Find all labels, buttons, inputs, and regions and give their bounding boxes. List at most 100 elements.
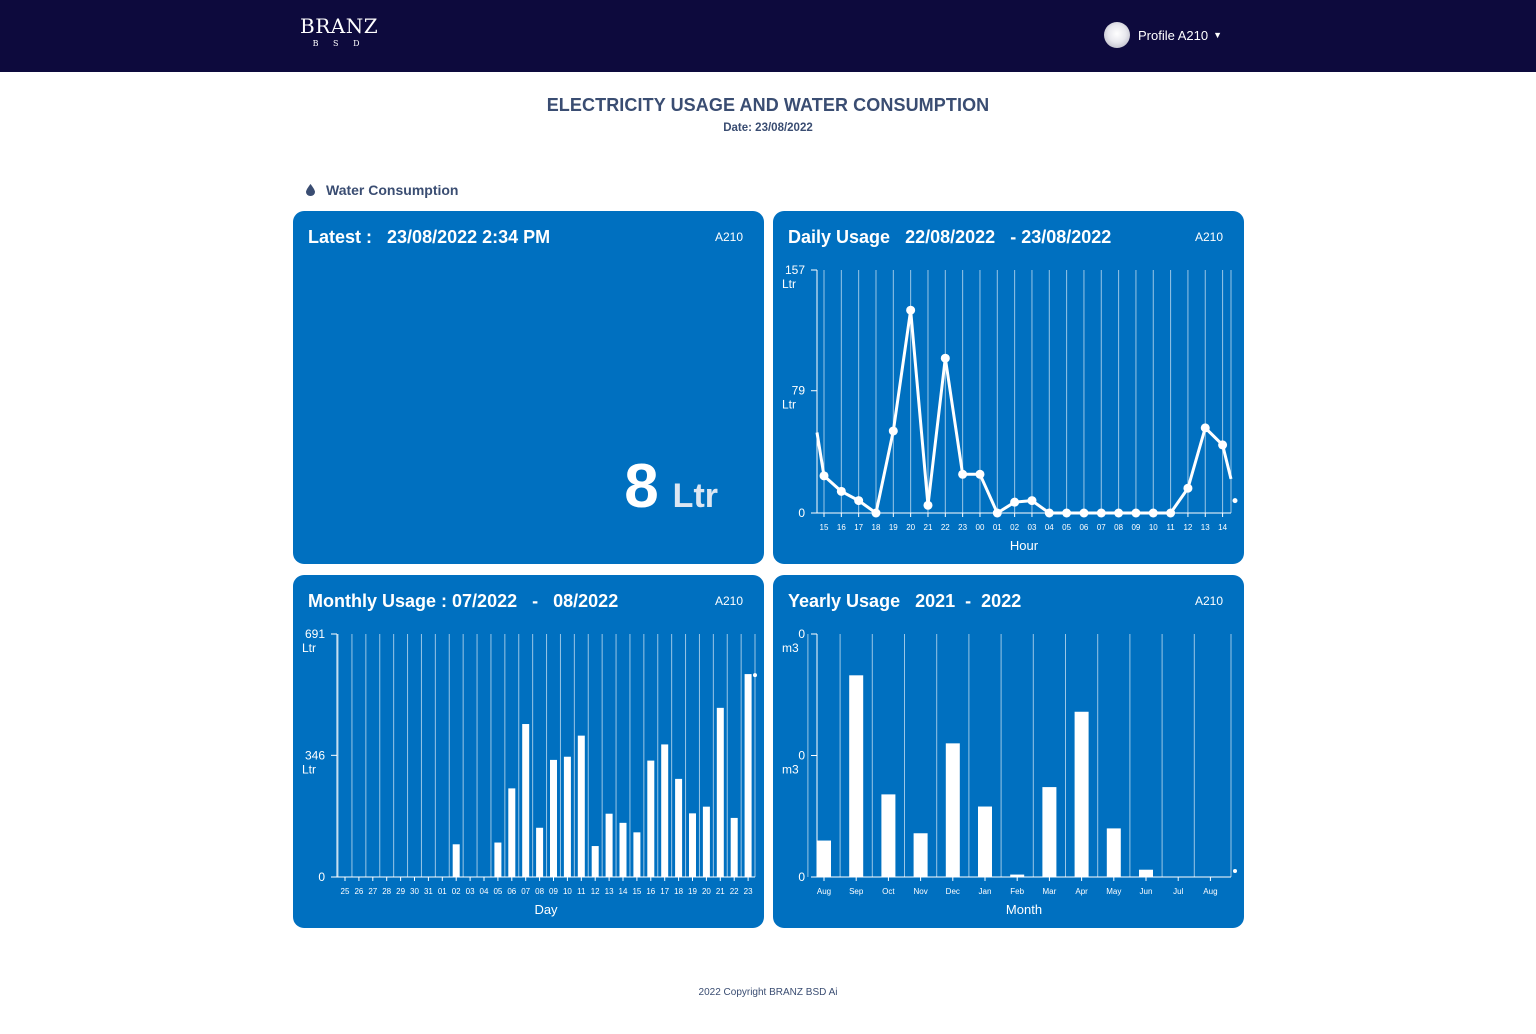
data-point — [1062, 508, 1072, 518]
footer-copyright: 2022 Copyright BRANZ BSD Ai — [698, 987, 838, 998]
y-tick-label: 79 — [792, 384, 806, 398]
x-tick-label: Jul — [1173, 887, 1183, 896]
x-tick-label: Mar — [1043, 887, 1057, 896]
avatar — [1104, 22, 1130, 48]
data-point — [975, 469, 985, 479]
x-tick-label: 16 — [837, 523, 846, 532]
x-tick-label: 10 — [563, 887, 572, 896]
data-point — [1183, 483, 1193, 493]
bar — [1106, 828, 1121, 877]
data-point — [819, 471, 829, 481]
data-point — [1114, 508, 1124, 518]
data-point — [1200, 423, 1210, 433]
x-tick-label: Apr — [1075, 887, 1088, 896]
bar — [913, 833, 928, 877]
x-tick-label: Aug — [1203, 887, 1217, 896]
bar — [577, 735, 585, 877]
x-tick-label: 05 — [493, 887, 502, 896]
data-point — [992, 508, 1002, 518]
bar — [945, 743, 960, 877]
x-tick-label: 22 — [730, 887, 739, 896]
x-tick-label: 11 — [1166, 523, 1175, 532]
water-drop-icon — [306, 184, 315, 196]
x-tick-label: Nov — [913, 887, 927, 896]
y-tick-unit: Ltr — [782, 277, 796, 291]
bar — [633, 832, 641, 877]
chevron-down-icon: ▼ — [1213, 30, 1223, 40]
y-tick-label: 691 — [305, 627, 325, 641]
bar — [550, 759, 557, 877]
x-tick-label: 04 — [1045, 523, 1054, 532]
data-point — [958, 469, 968, 479]
x-tick-label: 01 — [993, 523, 1002, 532]
data-point — [836, 486, 846, 496]
bar — [702, 806, 710, 877]
x-tick-label: 07 — [521, 887, 530, 896]
y-tick-unit: m3 — [782, 641, 799, 655]
x-tick-label: Feb — [1010, 887, 1024, 896]
branz-logo[interactable]: BRANZ B S D — [300, 16, 378, 49]
x-axis-title: Month — [1006, 902, 1042, 917]
x-tick-label: 23 — [744, 887, 753, 896]
y-tick-label: 0 — [798, 749, 805, 763]
x-tick-label: 10 — [1149, 523, 1158, 532]
x-tick-label: 27 — [368, 887, 377, 896]
x-tick-label: Sep — [849, 887, 864, 896]
profile-menu[interactable]: Profile A210 ▼ — [1104, 22, 1222, 48]
bar — [563, 756, 571, 877]
series-line — [815, 308, 1233, 515]
x-tick-label: 21 — [716, 887, 725, 896]
x-axis-title: Day — [534, 902, 558, 917]
bar — [675, 778, 683, 877]
x-tick-label: 13 — [605, 887, 614, 896]
x-tick-label: 19 — [889, 523, 898, 532]
daily-badge: A210 — [1194, 230, 1223, 244]
yearly-title: Yearly Usage 2021 - 2022 — [788, 591, 1022, 611]
x-tick-label: 17 — [854, 523, 863, 532]
bar — [536, 827, 544, 877]
data-point — [854, 496, 864, 506]
bar — [817, 840, 831, 877]
x-tick-label: 14 — [1218, 523, 1227, 532]
data-point — [1027, 496, 1037, 506]
x-tick-label: 05 — [1062, 523, 1071, 532]
bar — [716, 707, 724, 877]
latest-unit: Ltr — [672, 477, 718, 515]
x-tick-label: 07 — [1097, 523, 1106, 532]
y-tick-label: 0 — [798, 627, 805, 641]
x-tick-label: 29 — [396, 887, 405, 896]
x-tick-label: 02 — [452, 887, 461, 896]
x-tick-label: 19 — [688, 887, 697, 896]
y-tick-unit: Ltr — [782, 398, 796, 412]
monthly-title: Monthly Usage : 07/2022 - 08/2022 — [308, 591, 619, 611]
section-label: Water Consumption — [326, 182, 459, 198]
data-point — [1218, 440, 1228, 450]
x-tick-label: 20 — [702, 887, 711, 896]
x-tick-label: 03 — [466, 887, 475, 896]
x-tick-label: 00 — [976, 523, 985, 532]
x-tick-label: Dec — [946, 887, 960, 896]
bar — [522, 724, 530, 877]
bar — [730, 817, 738, 877]
x-tick-label: 08 — [535, 887, 544, 896]
y-tick-unit: m3 — [782, 763, 799, 777]
x-tick-label: May — [1106, 887, 1121, 896]
x-tick-label: 13 — [1201, 523, 1210, 532]
bar — [881, 794, 896, 877]
profile-label: Profile A210 — [1138, 27, 1209, 43]
top-navbar: BRANZ B S D Profile A210 ▼ — [0, 0, 1536, 72]
data-point — [1233, 869, 1237, 873]
x-tick-label: 28 — [382, 887, 391, 896]
x-tick-label: 09 — [549, 887, 558, 896]
x-tick-label: 02 — [1010, 523, 1019, 532]
x-tick-label: 26 — [354, 887, 363, 896]
x-tick-label: Oct — [882, 887, 895, 896]
logo-text: BRANZ — [300, 14, 379, 38]
x-tick-label: 12 — [591, 887, 600, 896]
data-point — [1166, 508, 1176, 518]
monthly-card: Monthly Usage : 07/2022 - 08/2022 A210 6… — [293, 575, 764, 928]
bar — [1010, 874, 1025, 877]
bar — [849, 675, 864, 877]
bar — [978, 806, 992, 877]
